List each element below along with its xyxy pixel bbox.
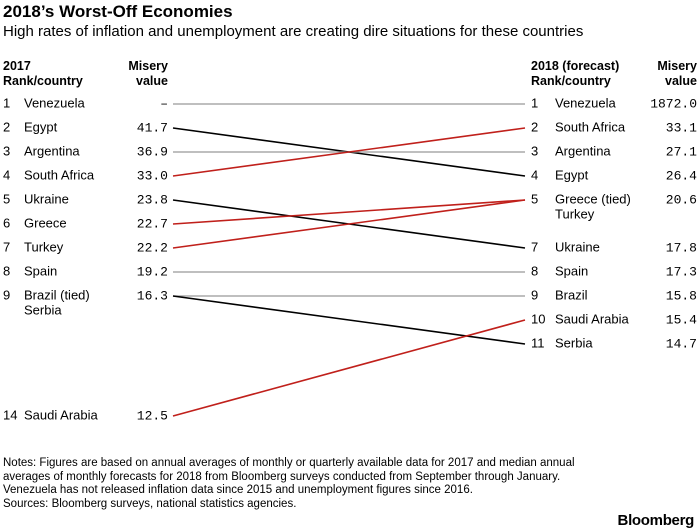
left-value-9: 12.5 (137, 408, 168, 423)
left-value-7: 19.2 (137, 264, 168, 279)
left-value-5: 22.7 (137, 216, 168, 231)
left-rank-4: 4 (3, 167, 10, 182)
right-rank-10: 10 (531, 311, 545, 326)
left-value-header: Misery value (128, 59, 168, 88)
right-country-1: South Africa (555, 119, 626, 134)
left-country-3: South Africa (24, 167, 95, 182)
right-rank-4: 4 (531, 167, 538, 182)
slope-line-9 (172, 295, 526, 345)
left-rank-5: 5 (3, 191, 10, 206)
slope-chart: 1 Venezuela – 2 Egypt 41.7 3 Argentina 36.9 4 Sout… (3, 95, 697, 423)
left-country-2: Argentina (24, 143, 80, 158)
right-rank-header: 2018 (forecast) Rank/country (531, 59, 620, 88)
left-country-8: Brazil (tied) (24, 287, 90, 302)
right-rank-7: 7 (531, 239, 538, 254)
left-country-0: Venezuela (24, 95, 85, 110)
right-country-8: Saudi Arabia (555, 311, 629, 326)
left-rank-header: 2017 Rank/country (3, 59, 83, 88)
right-country-0: Venezuela (555, 95, 616, 110)
right-country-7: Brazil (555, 287, 588, 302)
bloomberg-logo: Bloomberg (617, 512, 695, 529)
right-value-4: 20.6 (666, 192, 697, 207)
left-rank-9: 9 (3, 287, 10, 302)
left-value-1: 41.7 (137, 120, 168, 135)
right-value-7: 15.8 (666, 288, 697, 303)
left-country-4: Ukraine (24, 191, 69, 206)
left-value-4: 23.8 (137, 192, 168, 207)
sources-text: Sources: Bloomberg surveys, national sta… (3, 497, 297, 510)
left-value-0: – (160, 96, 168, 111)
slope-line-5 (172, 199, 526, 225)
left-value-6: 22.2 (137, 240, 168, 255)
notes-text: Notes: Figures are based on annual avera… (3, 457, 575, 496)
left-country-7: Spain (24, 263, 57, 278)
left-country-1: Egypt (24, 119, 58, 134)
right-value-3: 26.4 (666, 168, 697, 183)
right-rank-8: 8 (531, 263, 538, 278)
left-rank-3: 3 (3, 143, 10, 158)
chart-subtitle: High rates of inflation and unemployment… (3, 23, 584, 40)
left-rank-6: 6 (3, 215, 10, 230)
left-value-8: 16.3 (137, 288, 168, 303)
right-country-6: Spain (555, 263, 588, 278)
chart-notes: Notes: Figures are based on annual avera… (3, 457, 603, 511)
right-rank-1: 1 (531, 95, 538, 110)
left-country-6: Turkey (24, 239, 64, 254)
slope-line-3 (172, 127, 526, 177)
right-value-1: 33.1 (666, 120, 697, 135)
right-country-5: Ukraine (555, 239, 600, 254)
right-value-0: 1872.0 (650, 96, 697, 111)
right-value-8: 15.4 (666, 312, 697, 327)
left-country-8-b: Serbia (24, 302, 62, 317)
right-value-9: 14.7 (666, 336, 697, 351)
right-country-4: Greece (tied) (555, 191, 631, 206)
left-rank-8: 8 (3, 263, 10, 278)
right-country-9: Serbia (555, 335, 593, 350)
left-country-9: Saudi Arabia (24, 407, 98, 422)
right-country-3: Egypt (555, 167, 589, 182)
chart-title: 2018’s Worst-Off Economies (3, 2, 233, 21)
slope-line-6 (172, 199, 526, 249)
right-rank-11: 11 (531, 335, 545, 350)
left-rank-7: 7 (3, 239, 10, 254)
left-value-3: 33.0 (137, 168, 168, 183)
right-value-6: 17.3 (666, 264, 697, 279)
right-country-4-b: Turkey (555, 206, 595, 221)
left-country-5: Greece (24, 215, 67, 230)
right-rank-2: 2 (531, 119, 538, 134)
left-value-2: 36.9 (137, 144, 168, 159)
right-rank-5: 5 (531, 191, 538, 206)
right-rank-3: 3 (531, 143, 538, 158)
right-value-2: 27.1 (666, 144, 697, 159)
left-rank-1: 1 (3, 95, 10, 110)
right-value-5: 17.8 (666, 240, 697, 255)
left-rank-14: 14 (3, 407, 17, 422)
left-rank-2: 2 (3, 119, 10, 134)
right-country-2: Argentina (555, 143, 611, 158)
right-rank-9: 9 (531, 287, 538, 302)
slope-line-10 (172, 319, 526, 417)
right-value-header: Misery value (657, 59, 697, 88)
